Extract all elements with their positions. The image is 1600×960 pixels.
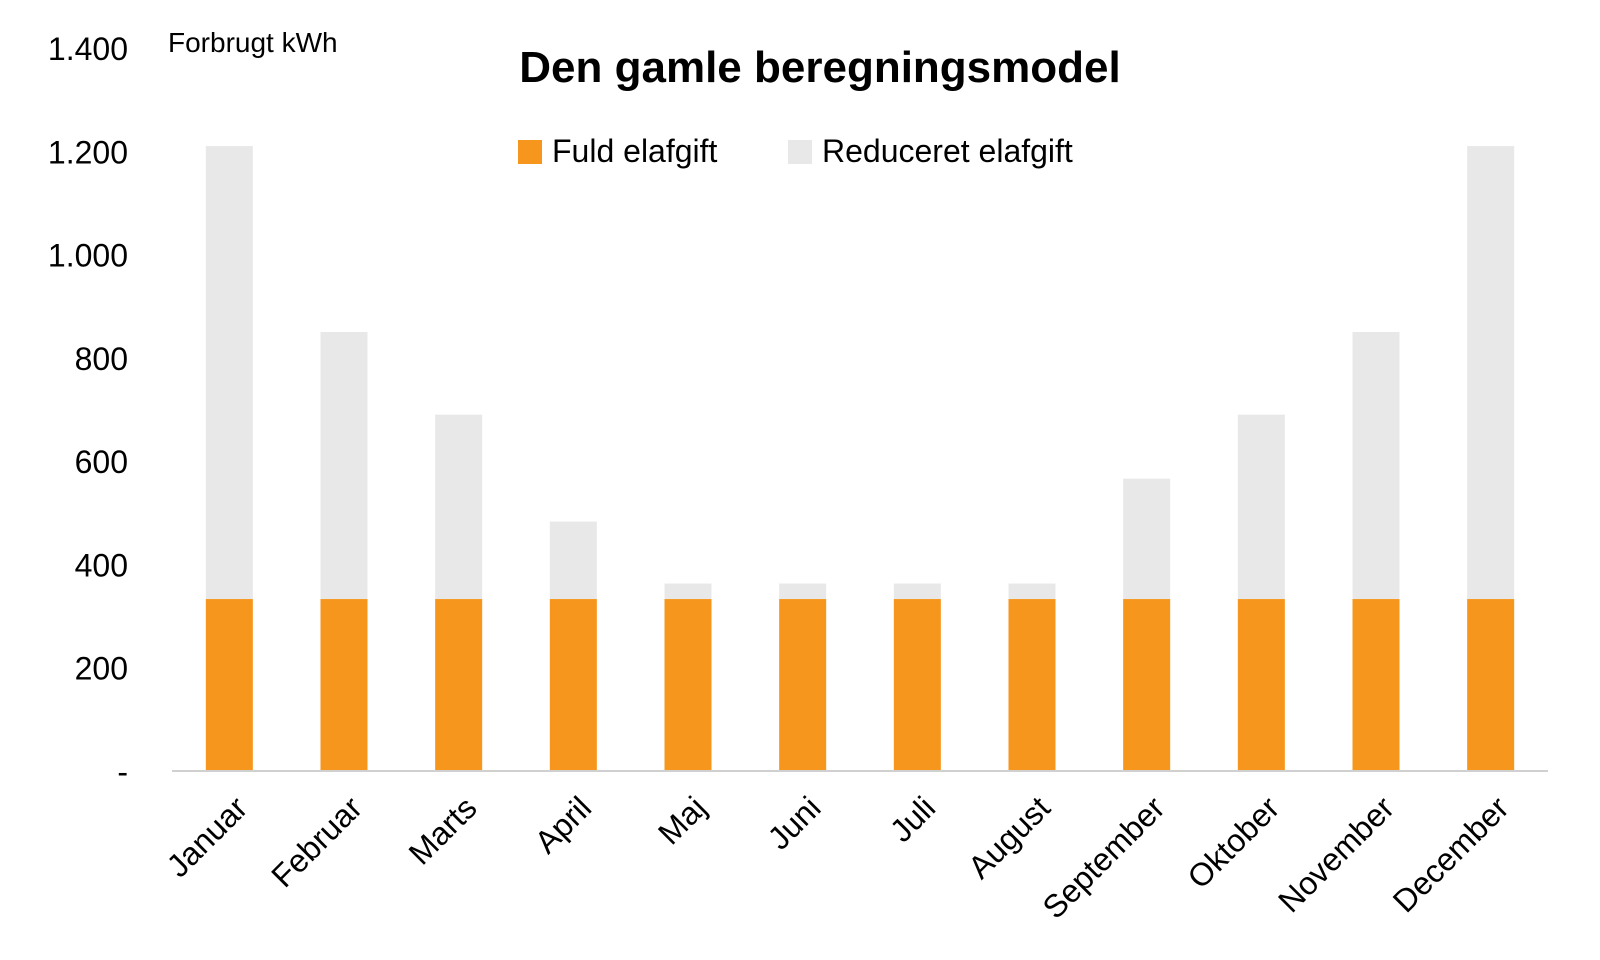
bar-reduceret-marts	[435, 414, 483, 600]
y-tick-label: 600	[75, 444, 128, 480]
bars	[205, 146, 1515, 771]
bar-reduceret-maj	[664, 583, 712, 600]
bar-fuld-oktober	[1237, 599, 1285, 771]
y-tick-label: -	[117, 754, 128, 790]
bar-reduceret-februar	[320, 332, 368, 600]
x-tick-label: September	[1035, 789, 1171, 925]
bar-reduceret-april	[549, 521, 597, 600]
bar-fuld-april	[549, 599, 597, 771]
chart-title: Den gamle beregningsmodel	[519, 43, 1120, 92]
legend-label-reduceret: Reduceret elafgift	[822, 133, 1073, 169]
bar-reduceret-november	[1352, 332, 1400, 600]
bar-reduceret-juni	[779, 583, 827, 600]
x-tick-label: August	[961, 789, 1057, 885]
x-tick-label: Februar	[264, 789, 369, 894]
bar-fuld-august	[1008, 599, 1056, 771]
x-tick-label: Januar	[160, 789, 255, 884]
y-tick-label: 800	[75, 341, 128, 377]
legend-swatch-fuld	[518, 140, 542, 164]
x-tick-label: April	[528, 789, 599, 860]
bar-fuld-maj	[664, 599, 712, 771]
bar-fuld-juni	[779, 599, 827, 771]
y-tick-label: 1.200	[48, 134, 128, 170]
legend-label-fuld: Fuld elafgift	[552, 133, 718, 169]
bar-reduceret-december	[1467, 146, 1515, 600]
legend: Fuld elafgift Reduceret elafgift	[518, 133, 1073, 169]
bar-reduceret-september	[1123, 478, 1171, 600]
bar-fuld-februar	[320, 599, 368, 771]
y-axis-label: Forbrugt kWh	[168, 27, 338, 58]
x-tick-label: Oktober	[1180, 789, 1286, 895]
bar-fuld-september	[1123, 599, 1171, 771]
x-axis-ticks: Januar Februar Marts April Maj Juni Juli August…	[160, 789, 1516, 925]
bar-fuld-marts	[435, 599, 483, 771]
bar-fuld-januar	[205, 599, 253, 771]
x-tick-label: November	[1271, 789, 1401, 919]
bar-reduceret-august	[1008, 583, 1056, 600]
y-tick-label: 400	[75, 547, 128, 583]
y-tick-label: 1.000	[48, 238, 128, 274]
bar-reduceret-oktober	[1237, 414, 1285, 600]
x-tick-label: Juni	[761, 789, 828, 856]
bar-fuld-november	[1352, 599, 1400, 771]
bar-fuld-juli	[893, 599, 941, 771]
legend-swatch-reduceret	[788, 140, 812, 164]
y-tick-label: 200	[75, 651, 128, 687]
bar-reduceret-juli	[893, 583, 941, 600]
x-tick-label: Maj	[651, 789, 713, 851]
y-axis-ticks: - 200 400 600 800 1.000 1.200 1.400	[48, 31, 128, 790]
bar-fuld-december	[1467, 599, 1515, 771]
y-tick-label: 1.400	[48, 31, 128, 67]
x-tick-label: Juli	[883, 789, 942, 848]
x-tick-label: December	[1386, 789, 1516, 919]
x-tick-label: Marts	[402, 789, 484, 871]
bar-reduceret-januar	[205, 146, 253, 600]
